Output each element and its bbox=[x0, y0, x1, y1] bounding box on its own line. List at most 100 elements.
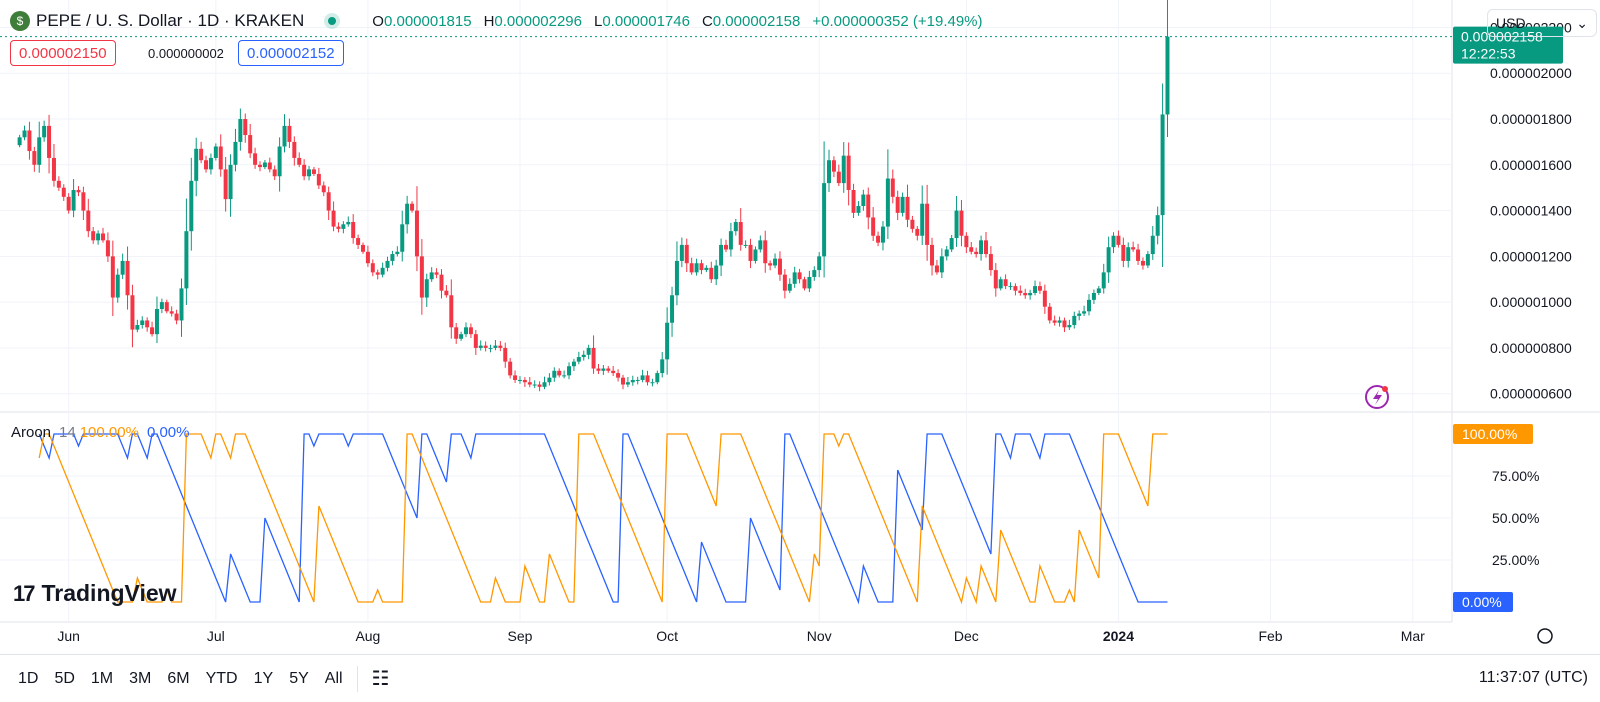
aroon-name: Aroon bbox=[11, 424, 52, 441]
candle-body bbox=[194, 148, 199, 181]
candle-body bbox=[365, 251, 370, 264]
candle-body bbox=[47, 125, 52, 158]
candle-body bbox=[777, 258, 782, 275]
settings-gear-icon[interactable] bbox=[1537, 628, 1553, 644]
candle-body bbox=[635, 379, 640, 381]
notification-dot-icon bbox=[1382, 386, 1388, 392]
candle-body bbox=[444, 290, 449, 296]
timeframe-6m[interactable]: 6M bbox=[167, 669, 190, 687]
candle-body bbox=[311, 169, 316, 174]
candle-body bbox=[228, 164, 233, 200]
currency-value: USD bbox=[1496, 15, 1526, 31]
timeframe-3m[interactable]: 3M bbox=[129, 669, 152, 687]
lightning-alert-icon[interactable] bbox=[1365, 385, 1389, 409]
candle-body bbox=[1072, 315, 1077, 326]
change-value: +0.000000352 (+19.49%) bbox=[812, 12, 983, 30]
timeframe-5d[interactable]: 5D bbox=[54, 669, 75, 687]
timeframe-5y[interactable]: 5Y bbox=[289, 669, 309, 687]
aroon-tick-label: 75.00% bbox=[1492, 468, 1539, 484]
candle-body bbox=[576, 357, 581, 362]
utc-clock[interactable]: 11:37:07 (UTC) bbox=[1478, 669, 1588, 686]
candle-body bbox=[861, 194, 866, 206]
currency-select[interactable]: USD ⌄ bbox=[1487, 9, 1597, 37]
timeframe-all[interactable]: All bbox=[324, 669, 343, 687]
candle-body bbox=[204, 160, 209, 170]
candle-body bbox=[517, 379, 522, 381]
y-tick-label: 0.000001800 bbox=[1490, 111, 1572, 127]
candle-body bbox=[846, 155, 851, 190]
candle-body bbox=[464, 327, 469, 335]
candle-body bbox=[1003, 279, 1008, 287]
candle-body bbox=[640, 375, 645, 380]
candle-body bbox=[424, 279, 429, 298]
candle-body bbox=[650, 382, 655, 384]
candle-body bbox=[773, 258, 778, 266]
aroon-legend[interactable]: Aroon 14 100.00% 0.00% bbox=[11, 424, 189, 441]
candle-body bbox=[1091, 292, 1096, 300]
pepe-logo-icon[interactable]: $ bbox=[10, 11, 30, 31]
sell-price-button[interactable]: 0.000002150 bbox=[10, 40, 116, 66]
candle-body bbox=[743, 244, 748, 246]
candle-body bbox=[591, 347, 596, 369]
candle-body bbox=[719, 244, 724, 266]
candle-body bbox=[243, 119, 248, 136]
symbol-title[interactable]: PEPE / U. S. Dollar · 1D · KRAKEN bbox=[36, 11, 305, 30]
candle-body bbox=[753, 249, 758, 261]
candle-body bbox=[1126, 247, 1131, 261]
candle-body bbox=[174, 313, 179, 321]
candle-body bbox=[316, 173, 321, 186]
high-label: H bbox=[483, 12, 495, 30]
candle-body bbox=[748, 244, 753, 261]
candle-body bbox=[910, 219, 915, 229]
candle-body bbox=[841, 155, 846, 184]
candle-body bbox=[851, 189, 856, 213]
candle-body bbox=[336, 226, 341, 229]
candle-body bbox=[552, 370, 557, 378]
timeframe-1y[interactable]: 1Y bbox=[253, 669, 274, 687]
candle-body bbox=[351, 222, 356, 239]
candle-body bbox=[27, 130, 32, 152]
candle-body bbox=[537, 384, 542, 387]
candle-body bbox=[1160, 114, 1165, 216]
spread-value: 0.000000002 bbox=[148, 45, 224, 61]
candle-body bbox=[969, 247, 974, 252]
date-range-icon[interactable]: ☷ bbox=[371, 668, 390, 690]
candle-body bbox=[233, 141, 238, 165]
candle-body bbox=[199, 148, 204, 161]
candle-body bbox=[900, 196, 905, 213]
candle-body bbox=[110, 256, 115, 298]
candle-body bbox=[586, 347, 591, 355]
candle-body bbox=[159, 302, 164, 309]
candle-body bbox=[1096, 288, 1101, 293]
aroon-up-badge-bg bbox=[1453, 424, 1533, 444]
candle-body bbox=[37, 137, 42, 165]
market-status-icon[interactable] bbox=[328, 17, 337, 25]
candle-body bbox=[660, 359, 665, 374]
candle-body bbox=[1028, 292, 1033, 296]
candle-body bbox=[807, 276, 812, 289]
candle-body bbox=[1111, 235, 1116, 248]
candle-body bbox=[1155, 215, 1160, 236]
candle-body bbox=[17, 137, 22, 146]
candle-body bbox=[459, 334, 464, 339]
candle-body bbox=[395, 251, 400, 255]
tradingview-logo[interactable]: 17 TradingView bbox=[13, 580, 177, 607]
aroon-down-value: 0.00% bbox=[146, 424, 190, 441]
candle-body bbox=[282, 125, 287, 147]
candle-body bbox=[223, 169, 228, 200]
x-tick-label: Dec bbox=[954, 628, 979, 644]
logo-text: TradingView bbox=[41, 580, 177, 606]
candle-body bbox=[248, 135, 253, 154]
candle-body bbox=[341, 224, 346, 229]
timeframe-1d[interactable]: 1D bbox=[18, 669, 39, 687]
chart-canvas[interactable]: Jun Jul Aug Sep Oct Nov Dec 2024 Feb Mar 0.0000006… bbox=[0, 0, 1600, 654]
candle-body bbox=[498, 345, 503, 348]
buy-price-button[interactable]: 0.000002152 bbox=[238, 40, 344, 66]
candle-body bbox=[905, 196, 910, 220]
candle-body bbox=[145, 320, 150, 328]
candle-body bbox=[434, 272, 439, 275]
candle-body bbox=[130, 295, 135, 330]
timeframe-ytd[interactable]: YTD bbox=[205, 669, 238, 687]
timeframe-1m[interactable]: 1M bbox=[90, 669, 114, 687]
candle-body bbox=[189, 180, 194, 232]
